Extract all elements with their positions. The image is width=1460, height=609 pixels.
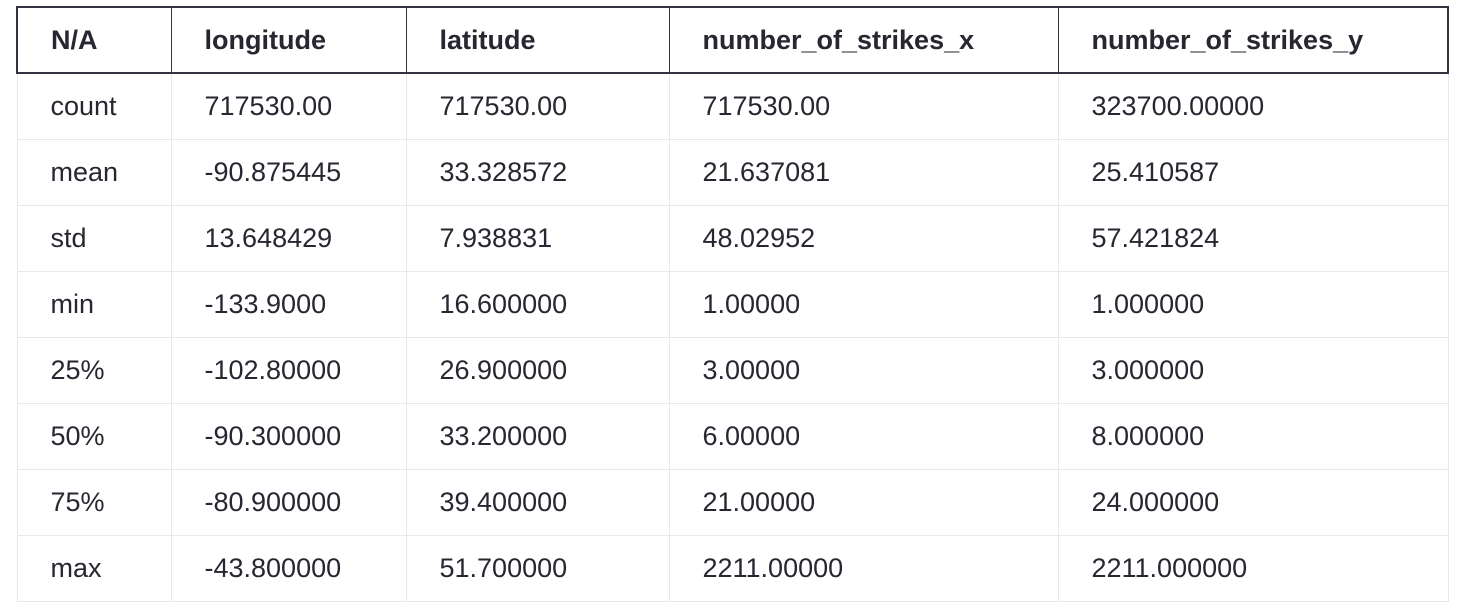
table-cell: 25.410587 xyxy=(1057,139,1449,206)
row-label-cell: std xyxy=(16,205,172,272)
table-cell: 48.02952 xyxy=(668,205,1059,272)
table-cell: -43.800000 xyxy=(170,535,407,602)
table-cell: 33.200000 xyxy=(405,403,670,470)
table-cell: 57.421824 xyxy=(1057,205,1449,272)
table-cell: 717530.00 xyxy=(405,72,670,140)
column-header-latitude[interactable]: latitude xyxy=(405,6,670,74)
row-label-cell: 75% xyxy=(16,469,172,536)
table-cell: 24.000000 xyxy=(1057,469,1449,536)
row-label-cell: min xyxy=(16,271,172,338)
table-row: std 13.648429 7.938831 48.02952 57.42182… xyxy=(16,205,1449,272)
table-cell: 1.00000 xyxy=(668,271,1059,338)
table-row: count 717530.00 717530.00 717530.00 3237… xyxy=(16,72,1449,140)
table-row: max -43.800000 51.700000 2211.00000 2211… xyxy=(16,535,1449,602)
row-label-cell: 50% xyxy=(16,403,172,470)
table-cell: 717530.00 xyxy=(668,72,1059,140)
table-cell: 717530.00 xyxy=(170,72,407,140)
table-cell: 21.637081 xyxy=(668,139,1059,206)
table-cell: 3.000000 xyxy=(1057,337,1449,404)
row-label-cell: 25% xyxy=(16,337,172,404)
column-header-index[interactable]: N/A xyxy=(16,6,172,74)
table-cell: -102.80000 xyxy=(170,337,407,404)
table-cell: 26.900000 xyxy=(405,337,670,404)
table-cell: 51.700000 xyxy=(405,535,670,602)
table-row: 50% -90.300000 33.200000 6.00000 8.00000… xyxy=(16,403,1449,470)
table-cell: 3.00000 xyxy=(668,337,1059,404)
table-cell: 33.328572 xyxy=(405,139,670,206)
table-cell: 13.648429 xyxy=(170,205,407,272)
table-cell: -90.300000 xyxy=(170,403,407,470)
column-header-number-of-strikes-y[interactable]: number_of_strikes_y xyxy=(1057,6,1449,74)
row-label-cell: max xyxy=(16,535,172,602)
table-cell: -133.9000 xyxy=(170,271,407,338)
statistics-table: N/A longitude latitude number_of_strikes… xyxy=(16,6,1449,602)
column-header-number-of-strikes-x[interactable]: number_of_strikes_x xyxy=(668,6,1059,74)
row-label-cell: count xyxy=(16,72,172,140)
table-row: mean -90.875445 33.328572 21.637081 25.4… xyxy=(16,139,1449,206)
table-cell: -80.900000 xyxy=(170,469,407,536)
table-cell: 1.000000 xyxy=(1057,271,1449,338)
table-cell: -90.875445 xyxy=(170,139,407,206)
table-header-row: N/A longitude latitude number_of_strikes… xyxy=(16,6,1449,74)
table-row: 25% -102.80000 26.900000 3.00000 3.00000… xyxy=(16,337,1449,404)
statistics-table-container: N/A longitude latitude number_of_strikes… xyxy=(16,6,1449,602)
table-cell: 21.00000 xyxy=(668,469,1059,536)
table-cell: 16.600000 xyxy=(405,271,670,338)
column-header-longitude[interactable]: longitude xyxy=(170,6,407,74)
table-cell: 8.000000 xyxy=(1057,403,1449,470)
table-cell: 2211.000000 xyxy=(1057,535,1449,602)
table-cell: 323700.00000 xyxy=(1057,72,1449,140)
table-cell: 39.400000 xyxy=(405,469,670,536)
table-row: 75% -80.900000 39.400000 21.00000 24.000… xyxy=(16,469,1449,536)
table-cell: 7.938831 xyxy=(405,205,670,272)
table-cell: 6.00000 xyxy=(668,403,1059,470)
table-row: min -133.9000 16.600000 1.00000 1.000000 xyxy=(16,271,1449,338)
table-cell: 2211.00000 xyxy=(668,535,1059,602)
row-label-cell: mean xyxy=(16,139,172,206)
